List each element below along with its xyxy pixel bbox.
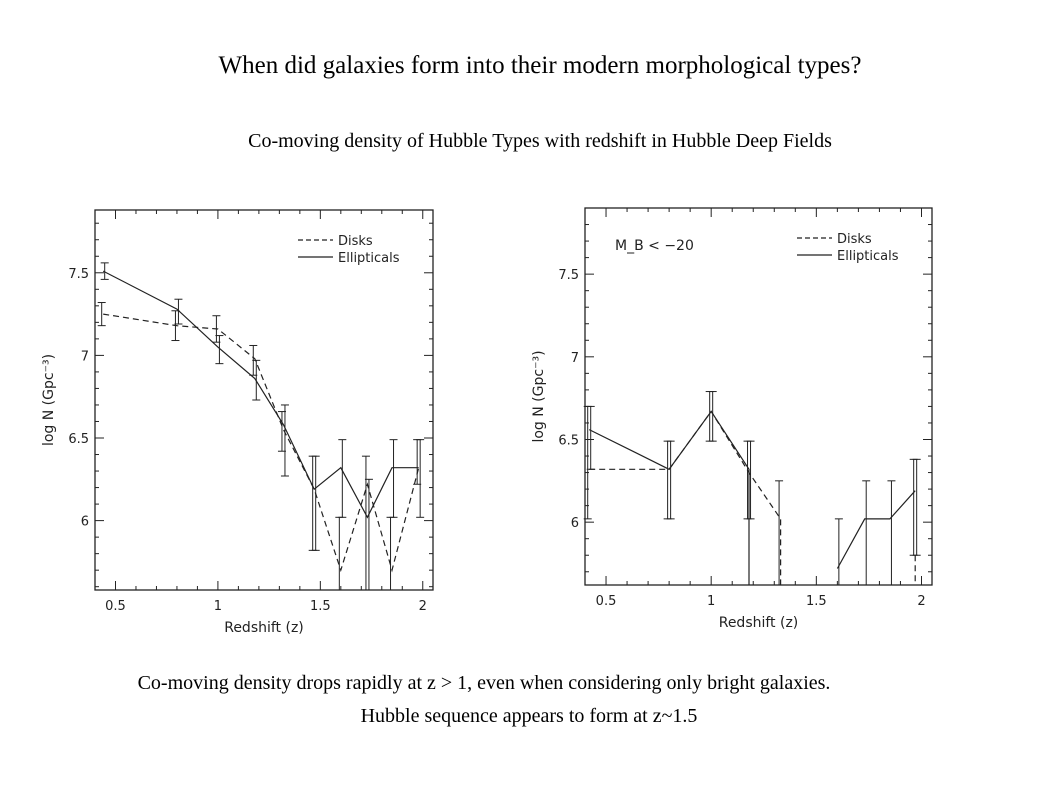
x-tick-label: 1.5 <box>310 599 331 614</box>
y-axis-label: log N (Gpc⁻³) <box>531 350 547 442</box>
x-tick-label: 1 <box>214 599 222 614</box>
series-line-disks <box>103 313 420 573</box>
x-tick-label: 0.5 <box>596 594 617 609</box>
plot-frame <box>94 209 434 591</box>
plot-frame <box>584 207 933 586</box>
y-tick-label: 6.5 <box>68 432 89 447</box>
legend-label-ellipticals: Ellipticals <box>837 249 899 264</box>
footer-line-1: Co-moving density drops rapidly at z > 1… <box>137 672 831 694</box>
y-tick-label: 7 <box>81 349 89 364</box>
y-axis-label: log N (Gpc⁻³) <box>41 354 57 446</box>
legend-label-disks: Disks <box>837 232 872 247</box>
series-line-disks <box>589 410 782 585</box>
x-axis-label: Redshift (z) <box>719 615 799 631</box>
y-tick-label: 7.5 <box>68 267 89 282</box>
slide-title: When did galaxies form into their modern… <box>218 52 862 79</box>
chart-right-bright-galaxies: 0.5 1 1.5 2 6 6.5 7 7.5 Redshift (z) log N (Gpc⁻³… <box>531 207 933 631</box>
series-line-ellipticals <box>102 270 419 519</box>
series-line-ellipticals <box>588 410 750 585</box>
x-axis-label: Redshift (z) <box>224 620 304 636</box>
y-tick-label: 6 <box>81 515 89 530</box>
x-tick-label: 2 <box>419 599 427 614</box>
y-tick-label: 6 <box>571 516 579 531</box>
y-tick-label: 7 <box>571 351 579 366</box>
legend-label-ellipticals: Ellipticals <box>338 251 400 266</box>
footer-line-2: Hubble sequence appears to form at z~1.5 <box>360 705 698 727</box>
y-tick-label: 6.5 <box>558 433 579 448</box>
series-line-ellipticals <box>836 490 916 569</box>
x-tick-label: 2 <box>917 594 925 609</box>
chart-annotation: M_B < −20 <box>615 238 694 254</box>
slide-subtitle: Co-moving density of Hubble Types with r… <box>248 130 832 152</box>
y-tick-label: 7.5 <box>558 268 579 283</box>
legend-label-disks: Disks <box>338 234 373 249</box>
chart-left-disks-ellipticals: 0.5 1 1.5 2 6 6.5 7 7.5 Redshift (z) log N (Gpc⁻³… <box>41 209 434 636</box>
x-tick-label: 1.5 <box>806 594 827 609</box>
x-tick-label: 1 <box>707 594 715 609</box>
x-tick-label: 0.5 <box>105 599 126 614</box>
